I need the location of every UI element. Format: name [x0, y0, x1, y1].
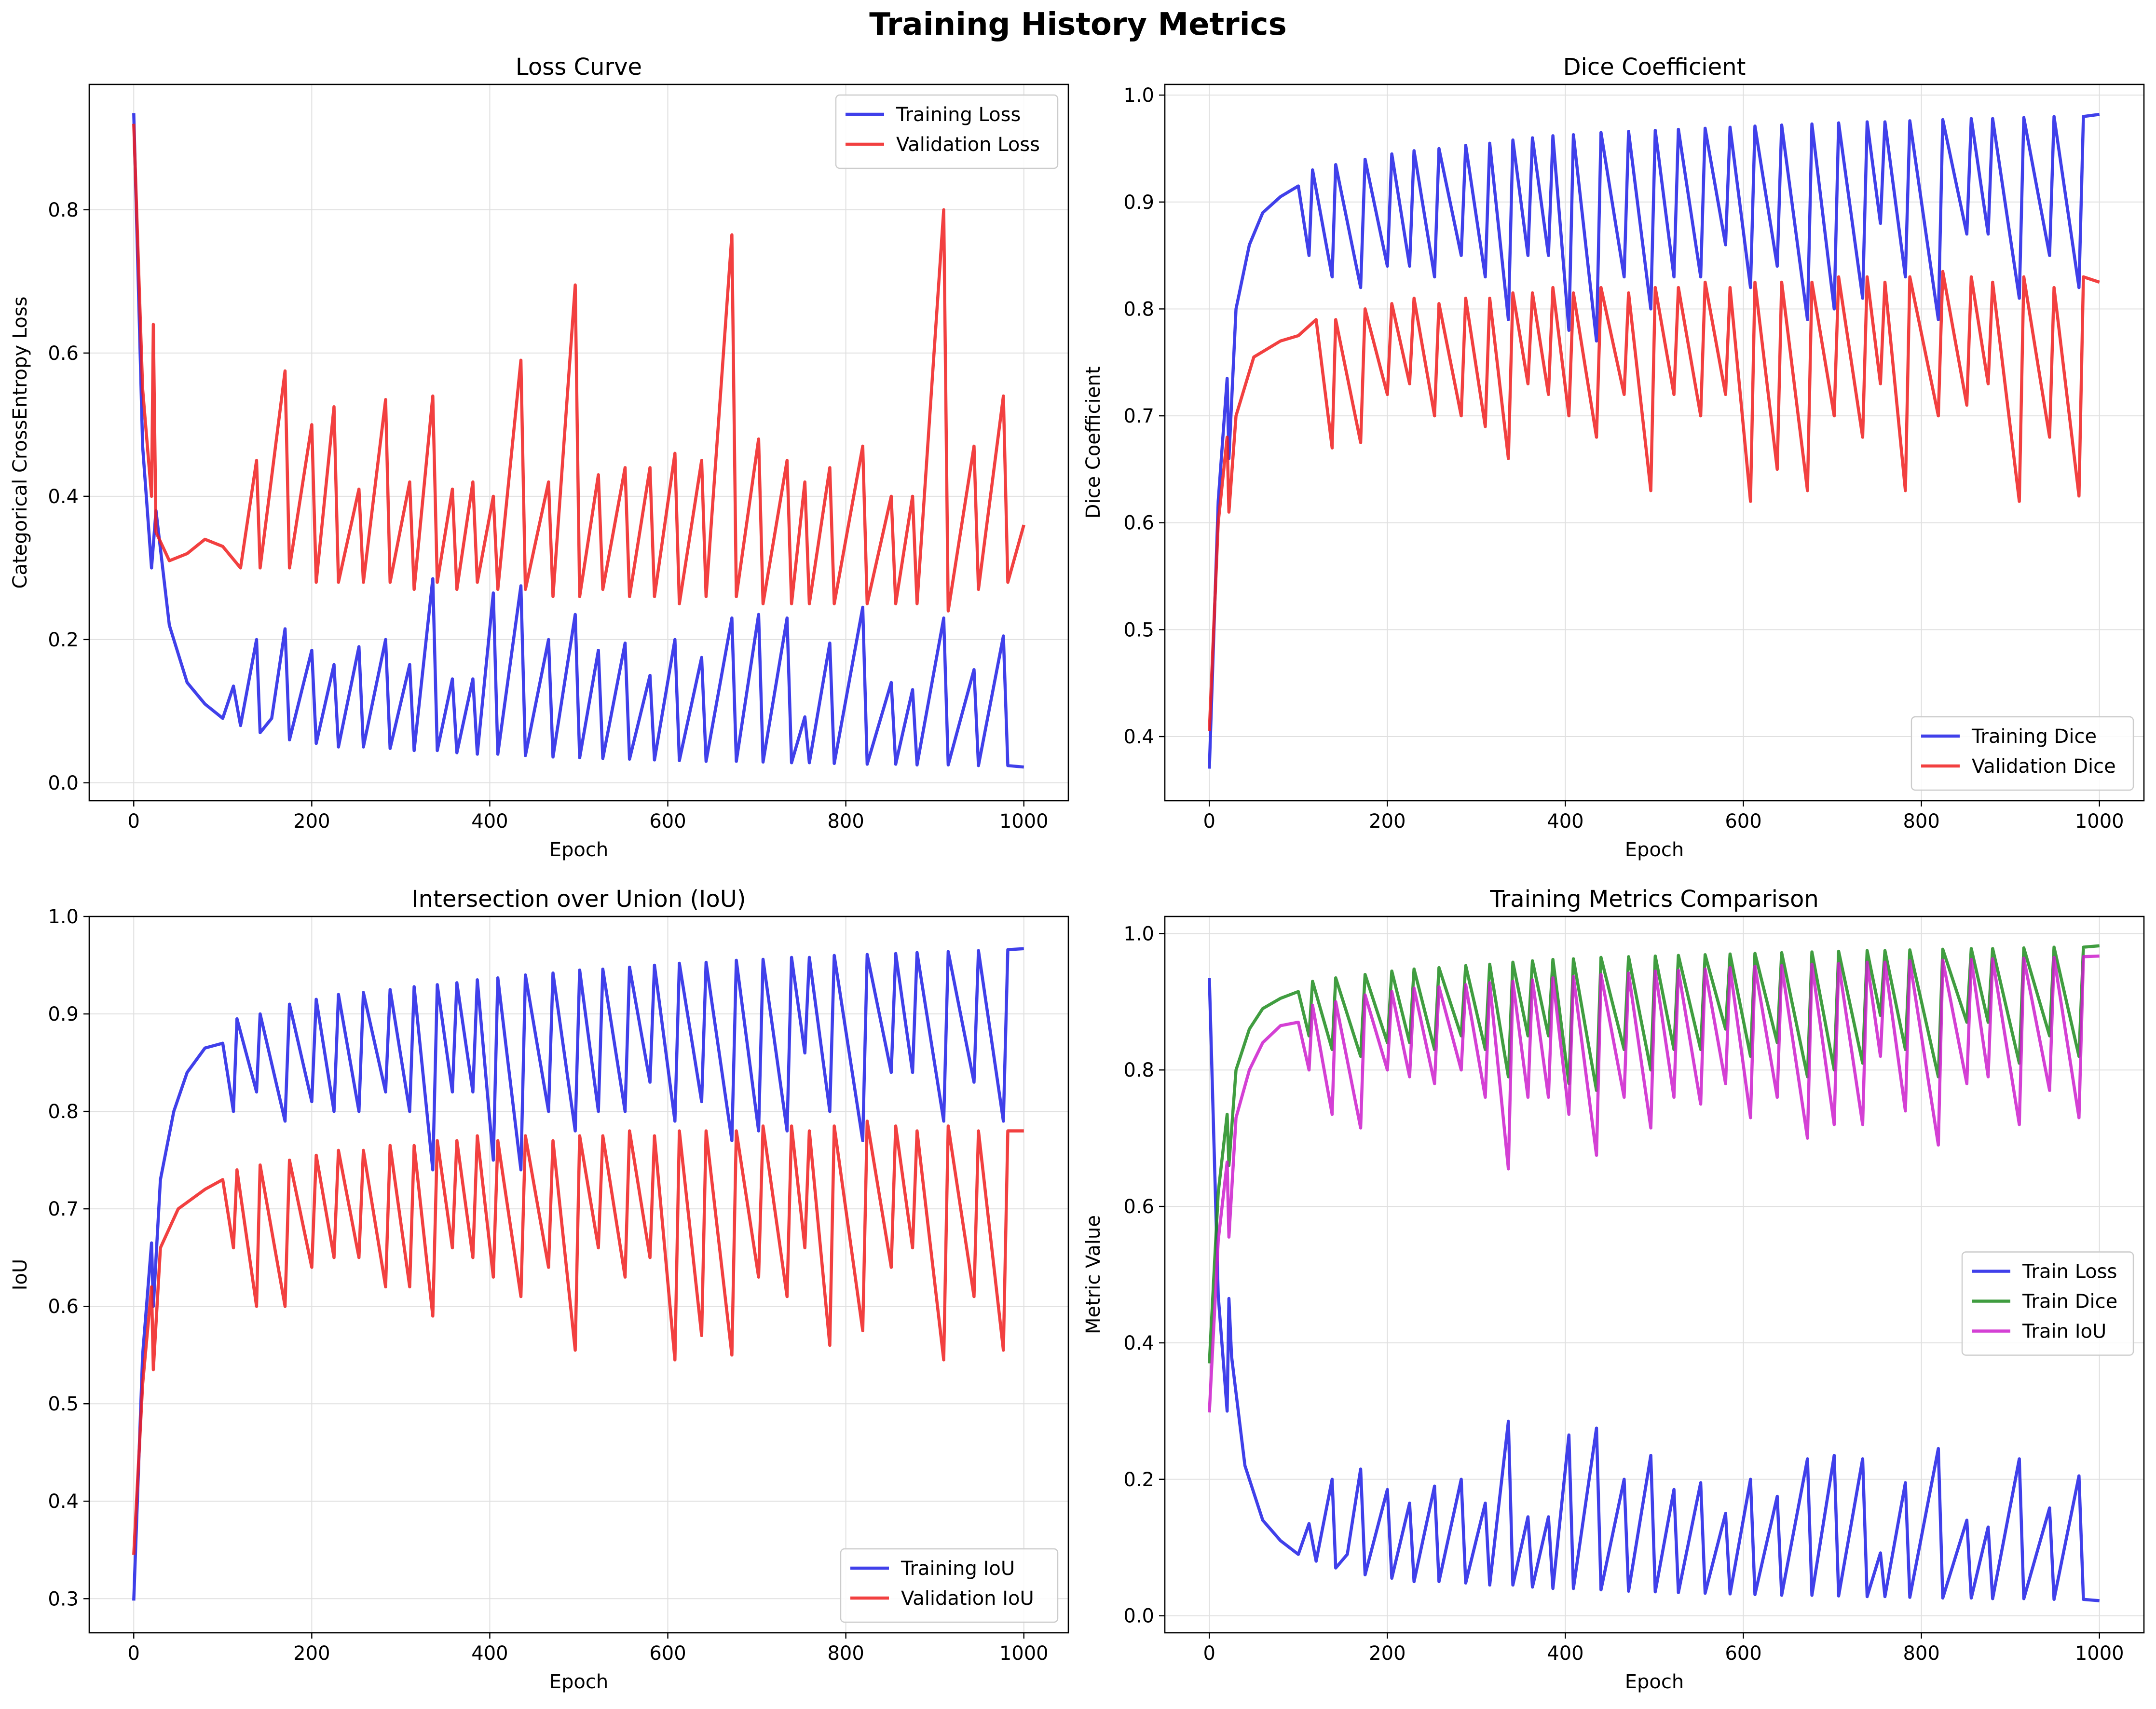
metrics-comparison-ylabel: Metric Value [1082, 1215, 1105, 1334]
subplot-metrics-comparison: 0 200 400 600 800 1000 0.0 0.2 0.4 0.6 0.8 1.0 Train… [1082, 886, 2145, 1693]
loss-curve-xtick-label: 800 [827, 810, 864, 833]
metrics-comparison-ytick-label: 0.6 [1123, 1196, 1154, 1218]
iou-ytick-label: 0.8 [48, 1101, 79, 1123]
dice-coefficient-xtick-label: 1000 [2075, 810, 2124, 833]
loss-curve-legend-box [835, 94, 1059, 169]
iou-legend-label-training-iou: Training IoU [901, 1558, 1015, 1580]
iou-xtick-label: 400 [471, 1642, 508, 1665]
dice-coefficient-ylabel: Dice Coefficient [1082, 367, 1105, 519]
iou-xtick-label: 800 [827, 1642, 864, 1665]
metrics-comparison-ytick-label: 1.0 [1123, 923, 1154, 945]
iou-xtick-label: 0 [128, 1642, 140, 1665]
loss-curve-ytick-label: 0.0 [48, 772, 79, 794]
loss-curve-ytick-label: 0.8 [48, 199, 79, 221]
iou-legend-box [840, 1548, 1059, 1623]
metrics-comparison-xtick-label: 200 [1369, 1642, 1405, 1665]
dice-coefficient-ytick-label: 0.9 [1123, 191, 1154, 214]
metrics-comparison-legend-label-train-loss: Train Loss [2022, 1261, 2117, 1283]
metrics-comparison-title: Training Metrics Comparison [1489, 886, 1819, 913]
metrics-comparison-xlabel: Epoch [1625, 1671, 1684, 1693]
iou-ylabel: IoU [9, 1259, 31, 1291]
metrics-comparison-xtick-label: 1000 [2075, 1642, 2124, 1665]
metrics-comparison-ytick-label: 0.0 [1123, 1605, 1154, 1627]
loss-curve-xtick-label: 200 [293, 810, 330, 833]
iou-xtick-label: 1000 [999, 1642, 1049, 1665]
dice-coefficient-ytick-label: 0.6 [1123, 512, 1154, 534]
metrics-comparison-legend-label-train-iou: Train IoU [2022, 1321, 2106, 1343]
dice-coefficient-title: Dice Coefficient [1563, 54, 1746, 81]
dice-coefficient-series-training-dice [1208, 112, 2100, 769]
dice-coefficient-ytick-label: 0.8 [1123, 298, 1154, 320]
iou-ytick-label: 0.7 [48, 1198, 79, 1220]
metrics-comparison-legend-label-train-dice: Train Dice [2022, 1291, 2117, 1313]
iou-ytick-label: 0.5 [48, 1393, 79, 1415]
dice-coefficient-xtick-label: 200 [1369, 810, 1405, 833]
iou-ytick-label: 0.3 [48, 1588, 79, 1610]
loss-curve-legend: Training Loss Validation Loss [835, 94, 1059, 169]
loss-curve-xlabel: Epoch [549, 839, 608, 861]
subplot-iou: 0 200 400 600 800 1000 0.3 0.4 0.5 0.6 0.7 0.8 0.9 1.… [9, 886, 1069, 1693]
iou-ytick-label: 0.9 [48, 1003, 79, 1025]
loss-curve-axes-frame [88, 83, 1069, 802]
loss-curve-xtick-label: 0 [128, 810, 140, 833]
iou-xtick-label: 200 [293, 1642, 330, 1665]
iou-series-training-iou [132, 947, 1024, 1601]
iou-title: Intersection over Union (IoU) [411, 886, 746, 913]
dice-coefficient-ytick-label: 0.4 [1123, 726, 1154, 748]
metrics-comparison-xtick-label: 400 [1547, 1642, 1583, 1665]
loss-curve-series-validation-loss [132, 123, 1025, 613]
loss-curve-ylabel: Categorical CrossEntropy Loss [9, 297, 31, 589]
dice-coefficient-xtick-label: 600 [1725, 810, 1761, 833]
dice-coefficient-legend-box [1910, 716, 2134, 791]
iou-xtick-label: 600 [649, 1642, 686, 1665]
metrics-comparison-ytick-label: 0.8 [1123, 1059, 1154, 1081]
iou-ytick-label: 0.4 [48, 1490, 79, 1513]
dice-coefficient-legend-label-training-dice: Training Dice [1971, 725, 2097, 748]
dice-coefficient-ytick-label: 1.0 [1123, 84, 1154, 107]
loss-curve-legend-label-training-loss: Training Loss [896, 104, 1021, 126]
metrics-comparison-xtick-label: 600 [1725, 1642, 1761, 1665]
metrics-comparison-series-train-loss [1208, 978, 2100, 1602]
dice-coefficient-xtick-label: 0 [1203, 810, 1215, 833]
loss-curve-series-training-loss [132, 113, 1024, 769]
metrics-comparison-ytick-label: 0.4 [1123, 1332, 1154, 1354]
iou-ytick-label: 1.0 [48, 906, 79, 928]
metrics-comparison-legend-box [1961, 1251, 2134, 1356]
figure-title: Training History Metrics [869, 7, 1287, 42]
metrics-comparison-legend: Train Loss Train Dice Train IoU [1961, 1251, 2134, 1356]
dice-coefficient-series-validation-dice [1208, 270, 2100, 732]
loss-curve-ytick-label: 0.4 [48, 486, 79, 508]
dice-coefficient-xlabel: Epoch [1625, 839, 1684, 861]
dice-coefficient-xtick-label: 400 [1547, 810, 1583, 833]
metrics-comparison-xtick-label: 800 [1903, 1642, 1939, 1665]
dice-coefficient-ytick-label: 0.5 [1123, 619, 1154, 641]
subplot-dice-coefficient: 0 200 400 600 800 1000 0.4 0.5 0.6 0.7 0.8 0.9 1.0 Di… [1082, 54, 2145, 861]
metrics-comparison-series-train-iou [1208, 954, 2100, 1413]
dice-coefficient-axes-frame [1164, 83, 2145, 802]
iou-axes-frame [88, 916, 1069, 1634]
iou-series-validation-iou [132, 1120, 1024, 1555]
metrics-comparison-ytick-label: 0.2 [1123, 1469, 1154, 1491]
loss-curve-ytick-label: 0.2 [48, 629, 79, 651]
loss-curve-xtick-label: 400 [471, 810, 508, 833]
dice-coefficient-xtick-label: 800 [1903, 810, 1939, 833]
dice-coefficient-legend-label-validation-dice: Validation Dice [1972, 755, 2116, 778]
metrics-comparison-xtick-label: 0 [1203, 1642, 1215, 1665]
iou-legend-label-validation-iou: Validation IoU [901, 1587, 1034, 1610]
loss-curve-title: Loss Curve [516, 54, 642, 81]
dice-coefficient-ytick-label: 0.7 [1123, 405, 1154, 427]
loss-curve-legend-label-validation-loss: Validation Loss [896, 134, 1040, 156]
dice-coefficient-legend: Training Dice Validation Dice [1910, 716, 2134, 791]
subplot-loss-curve: 0 200 400 600 800 1000 0.0 0.2 0.4 0.6 0.8 Loss Cur… [9, 54, 1069, 861]
metrics-comparison-axes-frame [1164, 916, 2145, 1634]
iou-ytick-label: 0.6 [48, 1296, 79, 1318]
loss-curve-xtick-label: 600 [649, 810, 686, 833]
loss-curve-xtick-label: 1000 [999, 810, 1049, 833]
iou-xlabel: Epoch [549, 1671, 608, 1693]
loss-curve-ytick-label: 0.6 [48, 342, 79, 365]
iou-legend: Training IoU Validation IoU [840, 1548, 1059, 1623]
